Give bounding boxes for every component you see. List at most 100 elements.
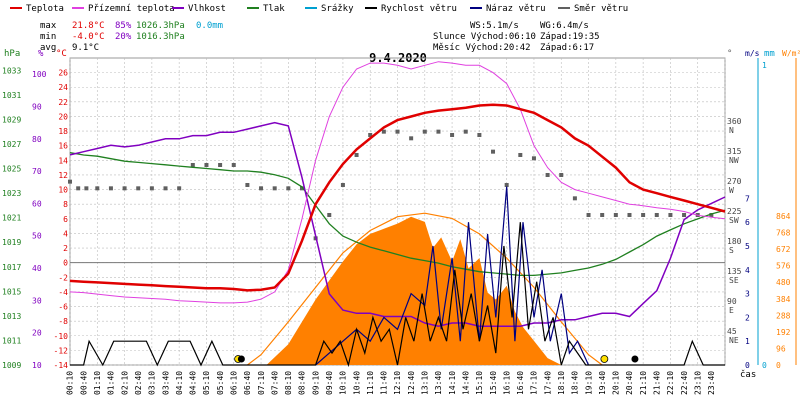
solar-tick-8: 672	[776, 245, 791, 254]
rain-tick-1: 0	[762, 361, 767, 370]
temperature-tick-2: -12	[54, 346, 69, 355]
temperature-tick-6: -4	[58, 288, 68, 297]
solar-tick-5: 384	[776, 295, 791, 304]
wind-dir-point-45	[654, 212, 659, 217]
pressure-tick-7: 1021	[2, 214, 21, 223]
wind-dir-label-tick-6: W	[729, 186, 734, 195]
x-tick-label-42: 20:40	[625, 371, 634, 395]
wind-dir-label-tick-2: E	[729, 306, 734, 315]
x-tick-label-24: 11:40	[380, 371, 389, 395]
legend-label-5: Srážky	[321, 4, 354, 14]
pressure-tick-5: 1017	[2, 263, 21, 272]
wind-dir-point-14	[231, 162, 236, 167]
wind-speed-tick-4: 3	[745, 290, 750, 299]
wind-dir-point-39	[572, 196, 577, 201]
stats-min-label: min	[40, 32, 56, 42]
pressure-tick-2: 1011	[2, 336, 21, 345]
pressure-tick-10: 1027	[2, 140, 21, 149]
stats-max-hum: 85%	[115, 21, 132, 31]
wind-dir-point-22	[340, 182, 345, 187]
sunset-marker	[600, 355, 609, 363]
wind-dir-label-tick-1: NE	[729, 336, 739, 345]
temperature-tick-7: -2	[58, 273, 68, 282]
wind-dir-point-23	[354, 152, 359, 157]
wind-dir-point-1	[68, 179, 72, 184]
wind-dir-point-46	[668, 212, 673, 217]
pressure-tick-3: 1013	[2, 312, 21, 321]
wind-dir-point-43	[627, 212, 632, 217]
temperature-tick-3: -10	[54, 332, 69, 341]
humidity-tick-8: 80	[32, 135, 42, 144]
wind-dir-label-tick-5: SW	[729, 216, 739, 225]
stats-max-rain: 0.0mm	[196, 21, 223, 31]
ms-unit-label: m/s	[745, 49, 760, 58]
wind-dir-point-4	[95, 186, 100, 191]
x-tick-label-26: 12:40	[407, 371, 416, 395]
x-tick-label-21: 10:10	[339, 371, 348, 395]
wind-speed-info: WS:5.1m/s	[470, 21, 519, 31]
degc-unit-label: °C	[56, 49, 67, 59]
x-tick-label-41: 20:10	[612, 371, 621, 395]
x-tick-label-38: 18:40	[571, 371, 580, 395]
wind-dir-label-tick-8: N	[729, 126, 734, 135]
wind-speed-tick-2: 1	[745, 337, 750, 346]
stats-min-press: 1016.3hPa	[136, 32, 185, 42]
x-tick-label-22: 10:40	[352, 371, 361, 395]
x-tick-label-2: 00:40	[79, 371, 88, 395]
humidity-tick-10: 100	[32, 70, 47, 79]
wind-dir-point-3	[84, 186, 89, 191]
axis-unit-labels: hPa % °C ° m/s mm W/m² čas	[4, 49, 800, 380]
legend-label-2: Přízemní teplota	[88, 4, 175, 14]
x-tick-label-30: 14:40	[461, 371, 470, 395]
x-tick-label-19: 09:10	[311, 371, 320, 395]
time-axis-label: čas	[740, 369, 756, 380]
humidity-tick-6: 60	[32, 199, 42, 208]
wind-dir-point-6	[122, 186, 127, 191]
ground-temperature-line	[69, 61, 726, 304]
wind-dir-point-8	[149, 186, 154, 191]
legend-label-1: Teplota	[26, 4, 64, 14]
x-tick-label-32: 15:40	[489, 371, 498, 395]
temperature-tick-1: -14	[54, 361, 69, 370]
temperature-tick-11: 6	[63, 215, 68, 224]
wind-dir-point-9	[163, 186, 168, 191]
humidity-tick-2: 20	[32, 329, 42, 338]
x-tick-label-5: 02:10	[120, 371, 129, 395]
temperature-tick-10: 4	[63, 229, 68, 238]
moon-rise-info: Měsíc Východ:20:42	[433, 43, 531, 53]
legend-label-7: Náraz větru	[486, 4, 546, 14]
x-tick-label-17: 08:10	[284, 371, 293, 395]
temperature-tick-17: 18	[58, 127, 68, 136]
x-tick-label-25: 12:10	[393, 371, 402, 395]
x-tick-label-7: 03:10	[148, 371, 157, 395]
temperature-tick-14: 12	[58, 171, 68, 180]
wind-gust-info: WG:6.4m/s	[540, 21, 589, 31]
x-tick-label-37: 18:10	[557, 371, 566, 395]
x-tick-label-9: 04:10	[175, 371, 184, 395]
x-tick-label-46: 22:40	[680, 371, 689, 395]
wm2-unit-label: W/m²	[782, 49, 800, 58]
solar-tick-1: 0	[776, 361, 781, 370]
solar-tick-4: 288	[776, 311, 791, 320]
wind-dir-deg-tick-5: 225	[727, 207, 742, 216]
wind-dir-point-35	[518, 152, 523, 157]
wind-dir-label-tick-7: NW	[729, 156, 739, 165]
x-tick-label-47: 23:10	[693, 371, 702, 395]
wind-dir-point-49	[709, 212, 714, 217]
wind-sun-info: WS:5.1m/s WG:6.4m/s Slunce Východ:06:10 …	[433, 21, 600, 53]
x-tick-label-3: 01:10	[93, 371, 102, 395]
y-axes: 1009101110131015101710191021102310251027…	[2, 58, 797, 370]
wind-dir-point-24	[368, 132, 373, 137]
temperature-line	[69, 103, 726, 292]
stats-max-label: max	[40, 21, 57, 31]
x-axis: 00:10 00:40 01:10 01:40 02:10 02:40 03:10 03:40…	[66, 371, 716, 395]
x-tick-label-4: 01:40	[107, 371, 116, 395]
pressure-tick-6: 1019	[2, 238, 21, 247]
pressure-line	[69, 151, 726, 277]
wind-dir-deg-tick-1: 45	[727, 327, 737, 336]
x-tick-label-11: 05:10	[202, 371, 211, 395]
deg-unit-label: °	[727, 49, 732, 59]
stats-avg-label: avg	[40, 43, 56, 53]
wind-dir-deg-tick-6: 270	[727, 177, 742, 186]
wind-dir-deg-tick-8: 360	[727, 117, 742, 126]
